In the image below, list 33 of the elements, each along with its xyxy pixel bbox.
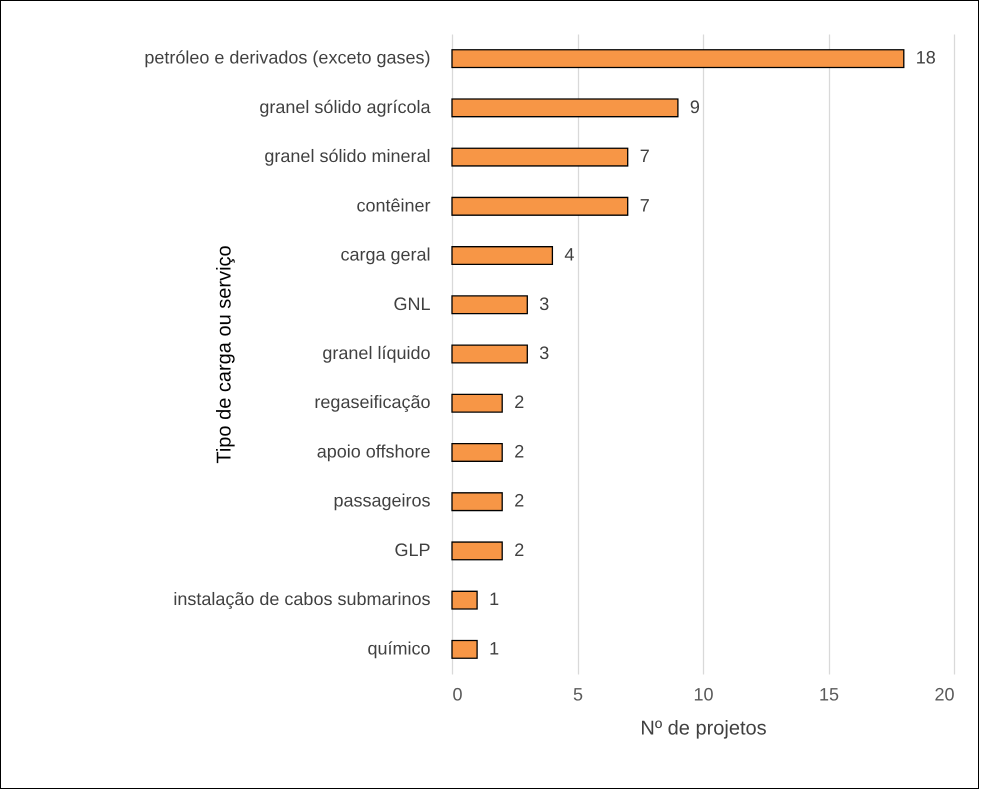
data-label: 3 [539,343,550,363]
y-tick-label: instalação de cabos submarinos [173,589,430,610]
x-tick-label: 0 [452,684,463,704]
y-tick-label: granel sólido agrícola [259,96,432,117]
data-label: 1 [489,638,500,658]
y-tick-label: químico [367,638,430,658]
data-label: 2 [514,441,524,462]
y-tick-label: apoio offshore [316,441,430,462]
x-axis-title: Nº de projetos [640,718,767,740]
data-label: 1 [489,589,500,610]
data-label: 7 [640,146,650,166]
y-axis-title: Tipo de carga ou serviço [214,245,236,464]
x-tick-label: 15 [818,684,840,704]
y-tick-label: granel sólido mineral [264,146,430,166]
data-label: 3 [539,294,550,314]
data-label: 7 [640,195,650,216]
data-label: 18 [916,48,936,68]
y-tick-label: passageiros [333,490,430,511]
data-label: 2 [514,392,524,412]
x-tick-label: 5 [572,684,584,704]
data-label: 2 [514,490,524,511]
data-label: 4 [564,244,574,265]
x-tick-label: 10 [693,684,714,704]
y-tick-label: contêiner [356,195,430,216]
y-tick-label: GLP [394,540,430,560]
y-tick-label: carga geral [340,244,430,265]
data-label: 9 [690,96,700,117]
y-tick-label: regaseificação [314,392,430,412]
data-label: 2 [514,540,524,560]
y-tick-label: granel líquido [322,343,430,363]
y-tick-label: GNL [393,294,430,314]
x-tick-label: 20 [934,684,954,704]
y-tick-label: petróleo e derivados (exceto gases) [144,48,430,68]
